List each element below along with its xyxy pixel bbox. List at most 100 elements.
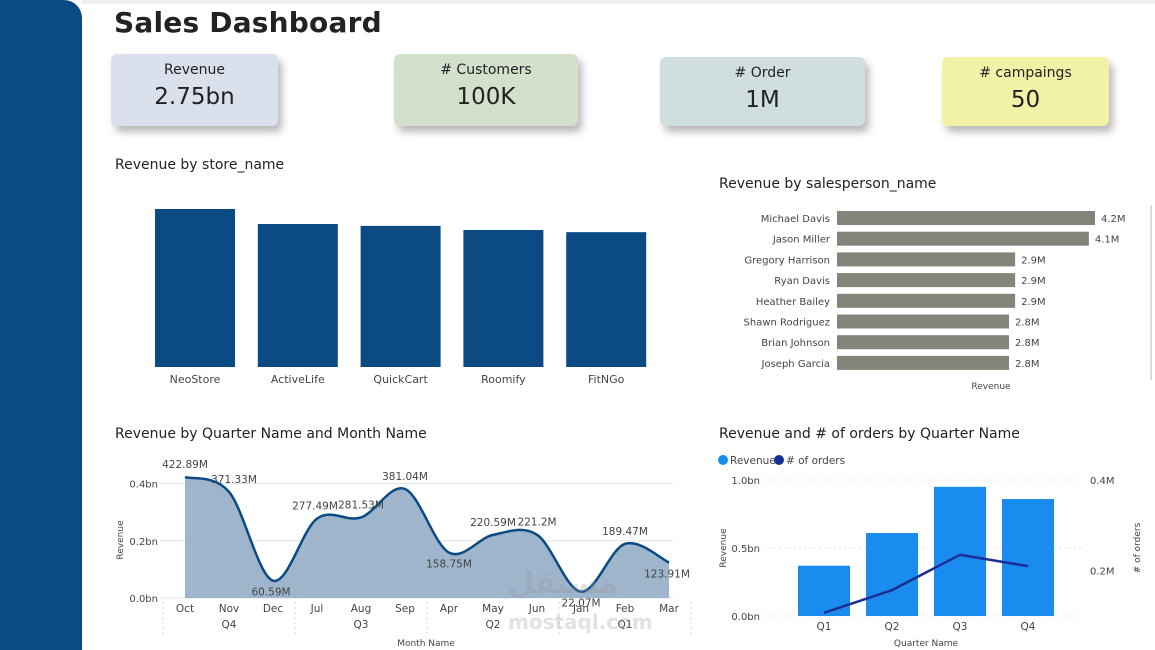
- salesperson-bar: [837, 335, 1009, 350]
- area-data-label: 371.33M: [211, 474, 257, 486]
- month-tick-label: May: [482, 603, 504, 615]
- salesperson-label: Heather Bailey: [756, 297, 830, 308]
- store-bar: [566, 232, 647, 367]
- area-data-label: 277.49M: [292, 501, 338, 513]
- store-bar-chart: NeoStore ActiveLife QuickCart Roomify FitNGo: [155, 209, 647, 386]
- month-tick-label: Sep: [395, 603, 415, 615]
- month-tick-label: Nov: [219, 603, 240, 615]
- store-category-label: Roomify: [481, 373, 526, 386]
- revenue-bar: [866, 533, 918, 616]
- salesperson-bar: [837, 231, 1089, 246]
- month-tick-label: Dec: [263, 603, 284, 615]
- quarter-month-chart-title: Revenue by Quarter Name and Month Name: [115, 426, 427, 442]
- salesperson-value-label: 2.9M: [1021, 276, 1046, 287]
- area-data-label: 60.59M: [251, 587, 290, 599]
- area-data-label: 381.04M: [382, 471, 428, 483]
- month-tick-label: Mar: [659, 603, 679, 615]
- kpi-label: # Order: [734, 65, 791, 81]
- salesperson-bar-chart: Michael Davis 4.2M Jason Miller 4.1M Gregory…: [744, 211, 1126, 392]
- quarter-group-label: Q2: [486, 619, 501, 631]
- area-line: [184, 475, 670, 593]
- month-tick-label: Jun: [528, 603, 545, 615]
- revenue-bar: [934, 486, 986, 616]
- x-axis-title: Revenue: [971, 382, 1011, 392]
- legend-dot-orders: [774, 455, 784, 465]
- area-data-label: 189.47M: [602, 526, 648, 538]
- month-tick-label: Feb: [616, 603, 635, 615]
- area-data-label: 123.91M: [644, 569, 690, 581]
- month-tick-label: Aug: [351, 603, 372, 615]
- quarter-tick-label: Q1: [817, 621, 832, 633]
- month-tick-label: Apr: [440, 603, 459, 615]
- y-tick-label: 1.0bn: [731, 476, 760, 487]
- sidebar: [0, 0, 82, 650]
- store-category-label: FitNGo: [588, 373, 625, 386]
- salesperson-value-label: 2.8M: [1015, 338, 1040, 349]
- y-tick-label: 0.2bn: [129, 537, 158, 548]
- revenue-bar: [798, 565, 850, 616]
- salesperson-label: Jason Miller: [772, 235, 831, 246]
- y-tick-label: 0.0bn: [731, 612, 760, 623]
- area-data-label: 422.89M: [162, 459, 208, 471]
- salesperson-bar: [837, 293, 1016, 308]
- kpi-value: 50: [1010, 87, 1041, 113]
- month-tick-label: Jan: [572, 603, 589, 615]
- salesperson-label: Brian Johnson: [761, 338, 830, 349]
- quarter-group-label: Q4: [222, 619, 237, 631]
- x-axis-title: Quarter Name: [894, 639, 959, 649]
- kpi-card-campaigns[interactable]: # campaings 50: [942, 57, 1109, 126]
- quarter-tick-label: Q3: [953, 621, 968, 633]
- salesperson-value-label: 4.1M: [1095, 235, 1120, 246]
- area-fill: [185, 477, 669, 598]
- top-strip: [82, 0, 1155, 4]
- legend-label-revenue: Revenue: [730, 455, 776, 467]
- scroll-edge: [1150, 205, 1152, 380]
- salesperson-label: Ryan Davis: [774, 276, 830, 287]
- combo-chart-title: Revenue and # of orders by Quarter Name: [719, 426, 1020, 442]
- store-bar: [257, 223, 338, 367]
- y-tick-label: 0.4bn: [129, 480, 158, 491]
- salesperson-value-label: 2.8M: [1015, 359, 1040, 370]
- area-data-label: 22.07M: [561, 598, 600, 610]
- revenue-orders-combo-chart: Revenue # of orders 0.0bn 0.5bn 1.0bn 0.2M 0.4…: [718, 455, 1143, 649]
- quarter-tick-label: Q2: [885, 621, 900, 633]
- kpi-value: 100K: [456, 84, 516, 110]
- salesperson-bar: [837, 355, 1009, 370]
- salesperson-bar: [837, 211, 1095, 225]
- area-data-label: 221.2M: [517, 517, 556, 529]
- legend-dot-revenue: [718, 455, 728, 465]
- salesperson-label: Joseph Garcia: [761, 359, 830, 370]
- kpi-card-revenue[interactable]: Revenue 2.75bn: [111, 54, 278, 126]
- y2-axis-title: # of orders: [1133, 522, 1143, 573]
- y-axis-title: Revenue: [116, 520, 126, 560]
- salesperson-value-label: 4.2M: [1101, 214, 1126, 225]
- x-axis-title: Month Name: [397, 639, 455, 649]
- revenue-bar: [1002, 499, 1054, 616]
- area-data-label: 281.53M: [338, 499, 384, 511]
- salesperson-value-label: 2.9M: [1021, 297, 1046, 308]
- store-category-label: QuickCart: [373, 373, 428, 386]
- y-tick-label: 0.0bn: [129, 594, 158, 605]
- y2-tick-label: 0.2M: [1090, 567, 1115, 578]
- quarter-group-label: Q3: [354, 619, 369, 631]
- orders-line: [823, 553, 1029, 615]
- month-tick-label: Oct: [176, 603, 194, 615]
- store-bar: [360, 225, 441, 367]
- salesperson-value-label: 2.9M: [1021, 255, 1046, 266]
- kpi-label: # Customers: [440, 62, 532, 78]
- quarter-group-label: Q1: [618, 619, 633, 631]
- page-title: Sales Dashboard: [114, 6, 382, 39]
- store-category-label: NeoStore: [170, 373, 221, 386]
- kpi-value: 2.75bn: [154, 84, 235, 110]
- salesperson-value-label: 2.8M: [1015, 318, 1040, 329]
- area-data-label: 220.59M: [470, 517, 516, 529]
- salesperson-bar: [837, 273, 1016, 288]
- salesperson-bar: [837, 252, 1016, 267]
- area-data-label: 158.75M: [426, 559, 472, 571]
- kpi-card-customers[interactable]: # Customers 100K: [394, 54, 578, 126]
- salesperson-chart-title: Revenue by salesperson_name: [719, 176, 937, 192]
- kpi-card-orders[interactable]: # Order 1M: [660, 57, 865, 126]
- y-axis-title: Revenue: [719, 528, 729, 568]
- store-bar: [155, 209, 235, 367]
